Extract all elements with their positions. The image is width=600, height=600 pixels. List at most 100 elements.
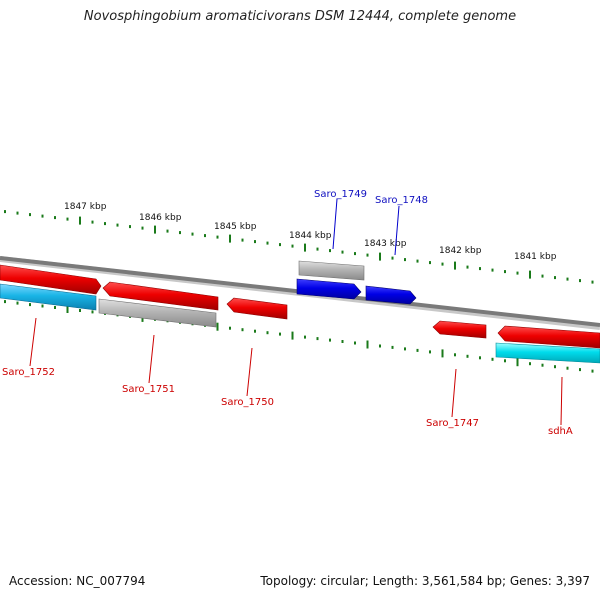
minor-tick — [29, 213, 31, 217]
minor-tick — [129, 225, 131, 229]
feature-saro-1752-lower[interactable] — [0, 283, 97, 311]
minor-tick — [16, 301, 19, 305]
minor-tick — [241, 238, 244, 242]
major-tick — [79, 216, 81, 225]
major-ticks — [66, 216, 531, 367]
feature-sdha-lower[interactable] — [495, 342, 600, 364]
minor-tick — [41, 214, 44, 218]
minor-tick — [4, 210, 6, 214]
minor-tick — [241, 328, 244, 332]
minor-tick — [466, 354, 469, 358]
topology-text: Topology: circular; Length: 3,561,584 bp… — [260, 574, 590, 588]
minor-tick — [554, 276, 556, 280]
minor-tick — [354, 252, 356, 256]
feature-saro-1749-pseudo[interactable] — [298, 260, 365, 281]
minor-tick — [554, 365, 556, 369]
minor-tick — [304, 335, 306, 339]
leader-line-saro-1747 — [451, 368, 457, 418]
gene-arrow-saro-1750[interactable] — [226, 297, 288, 320]
major-tick — [516, 358, 519, 367]
minor-tick — [429, 261, 431, 265]
minor-tick — [404, 258, 406, 262]
major-tick — [454, 261, 456, 270]
minor-tick — [279, 243, 281, 247]
tick-label-1847: 1847 kbp — [64, 202, 107, 212]
minor-tick — [566, 277, 569, 281]
minor-tick — [29, 303, 31, 307]
minor-tick — [591, 369, 594, 373]
gene-arrow-saro-1751-upper[interactable] — [102, 281, 219, 311]
minor-tick — [254, 240, 256, 244]
minor-tick — [116, 223, 119, 227]
minor-tick — [354, 341, 356, 345]
minor-tick — [516, 271, 519, 275]
major-tick — [66, 305, 69, 313]
tick-label-1842: 1842 kbp — [439, 246, 482, 256]
minor-tick — [54, 216, 56, 220]
major-tick — [441, 349, 444, 358]
minor-tick — [441, 262, 444, 266]
gene-arrow-sdha-upper[interactable] — [497, 325, 600, 349]
minor-tick — [204, 234, 206, 238]
minor-tick — [266, 241, 269, 245]
minor-tick — [579, 368, 581, 372]
major-tick — [529, 270, 531, 279]
minor-tick — [229, 326, 231, 330]
minor-tick — [404, 347, 406, 351]
gene-label-saro-1749[interactable]: Saro_1749 — [314, 189, 367, 200]
minor-tick — [454, 353, 456, 357]
major-tick — [229, 234, 231, 243]
major-tick — [216, 322, 219, 331]
gene-label-saro-1750[interactable]: Saro_1750 — [221, 397, 274, 408]
major-tick — [366, 340, 369, 349]
minor-tick — [579, 279, 581, 283]
minor-tick — [491, 268, 494, 272]
leader-line-saro-1751 — [148, 334, 155, 384]
gene-arrow-saro-1752-upper[interactable] — [0, 264, 102, 295]
gene-arrow-saro-1749[interactable] — [296, 278, 362, 300]
minor-tick — [179, 231, 181, 235]
tick-label-1845: 1845 kbp — [214, 222, 257, 232]
leader-line-sdha — [560, 376, 563, 426]
minor-tick — [416, 348, 419, 352]
minor-tick — [16, 211, 19, 215]
gene-label-saro-1748[interactable]: Saro_1748 — [375, 195, 428, 206]
tick-label-1841: 1841 kbp — [514, 252, 557, 262]
gene-label-sdha[interactable]: sdhA — [548, 426, 573, 437]
minor-tick — [504, 359, 506, 363]
minor-tick — [316, 337, 319, 341]
minor-tick — [216, 235, 219, 239]
minor-tick — [429, 350, 431, 354]
tick-label-1844: 1844 kbp — [289, 231, 332, 241]
minor-tick — [316, 247, 319, 251]
tick-label-1846: 1846 kbp — [139, 213, 182, 223]
minor-tick — [91, 220, 94, 224]
tick-label-1843: 1843 kbp — [364, 239, 407, 249]
minor-tick — [416, 259, 419, 263]
minor-tick — [466, 265, 469, 269]
minor-tick — [341, 340, 344, 343]
gene-label-saro-1747[interactable]: Saro_1747 — [426, 418, 479, 429]
minor-tick — [566, 366, 569, 370]
minor-tick — [41, 304, 44, 308]
minor-tick — [541, 363, 544, 367]
feature-saro-1751-lower[interactable] — [98, 298, 217, 328]
leader-line-saro-1749 — [332, 198, 338, 250]
gene-label-saro-1751[interactable]: Saro_1751 — [122, 384, 175, 395]
minor-tick — [266, 331, 269, 335]
gene-label-saro-1752[interactable]: Saro_1752 — [2, 367, 55, 378]
minor-tick — [291, 244, 294, 248]
minor-tick — [591, 280, 594, 284]
minor-tick — [104, 222, 106, 226]
minor-tick — [491, 357, 494, 361]
gene-arrow-saro-1747[interactable] — [432, 320, 487, 339]
minor-tick — [529, 362, 531, 366]
leader-line-saro-1752 — [29, 317, 37, 367]
minor-tick — [66, 217, 69, 221]
major-tick — [304, 243, 306, 252]
minor-tick — [391, 345, 394, 349]
minor-tick — [366, 253, 369, 257]
major-tick — [379, 252, 381, 261]
gene-arrow-saro-1748[interactable] — [365, 285, 417, 305]
